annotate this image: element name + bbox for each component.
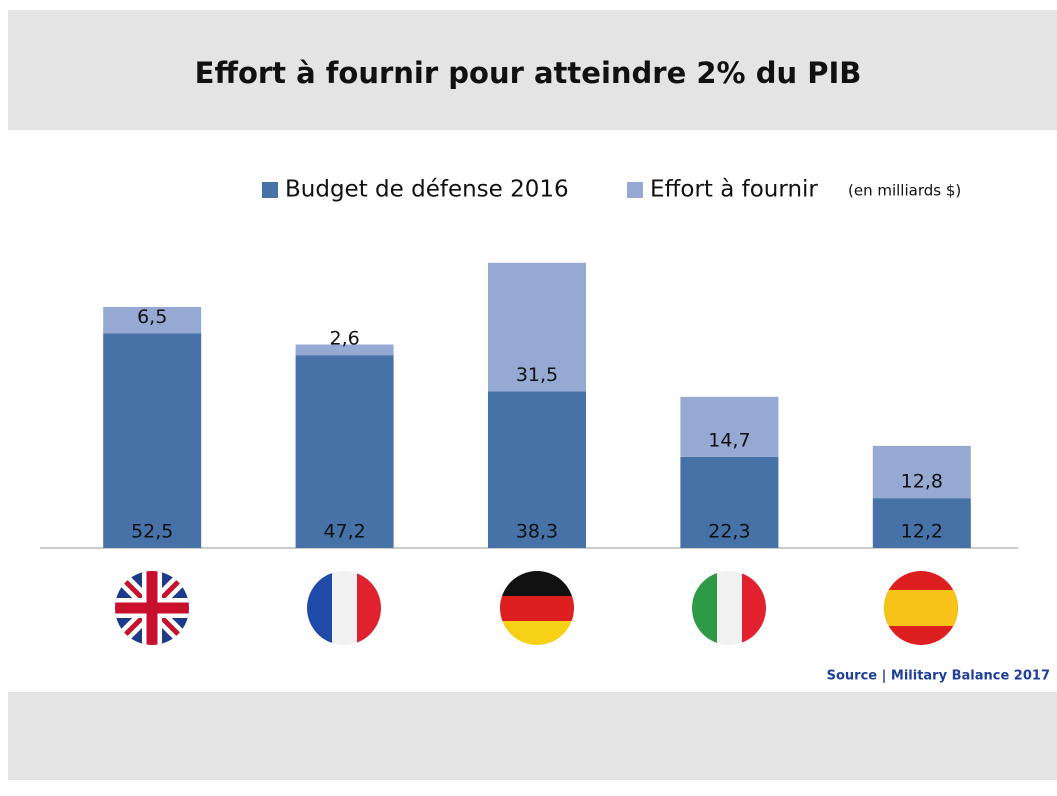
value-label: 6,5 bbox=[137, 306, 167, 328]
flag-it bbox=[692, 571, 766, 645]
bar-segment bbox=[488, 262, 586, 392]
legend-label: Budget de défense 2016 bbox=[285, 177, 569, 203]
bar-segment bbox=[488, 391, 586, 548]
bar-segment bbox=[872, 445, 971, 499]
bar-segment bbox=[295, 355, 394, 548]
unit-note: (en milliards $) bbox=[848, 182, 961, 200]
legend-swatch bbox=[627, 182, 643, 198]
chart-title: Effort à fournir pour atteindre 2% du PI… bbox=[195, 56, 862, 90]
value-label: 52,5 bbox=[131, 521, 173, 543]
bar-segment bbox=[680, 396, 779, 457]
legend-label: Effort à fournir bbox=[650, 177, 818, 203]
legend-swatch bbox=[262, 182, 278, 198]
value-label: 38,3 bbox=[516, 521, 558, 543]
source: Source | Military Balance 2017 bbox=[827, 669, 1050, 684]
flag-fr bbox=[307, 571, 381, 645]
value-label: 12,8 bbox=[901, 471, 943, 493]
bar-segment bbox=[872, 498, 971, 548]
value-label: 12,2 bbox=[901, 521, 943, 543]
flag-es bbox=[884, 571, 958, 645]
value-label: 22,3 bbox=[708, 521, 750, 543]
flag-de bbox=[500, 571, 574, 645]
header-band bbox=[8, 10, 1057, 130]
bar-segment bbox=[103, 306, 202, 334]
value-label: 2,6 bbox=[329, 328, 359, 350]
flag-uk bbox=[115, 571, 189, 645]
value-label: 14,7 bbox=[708, 429, 750, 451]
footer-band bbox=[8, 692, 1057, 780]
bar-segment bbox=[103, 333, 202, 548]
value-label: 47,2 bbox=[323, 521, 365, 543]
value-label: 31,5 bbox=[516, 364, 558, 386]
bar-segment bbox=[680, 456, 779, 548]
bar-segment bbox=[295, 344, 394, 356]
